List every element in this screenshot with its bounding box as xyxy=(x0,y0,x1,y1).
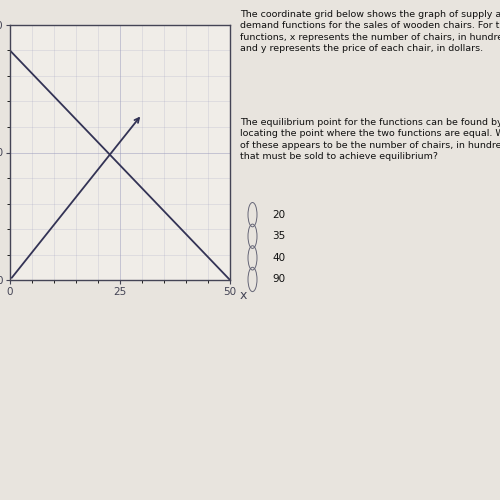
Text: 90: 90 xyxy=(272,274,285,284)
Text: The coordinate grid below shows the graph of supply and
demand functions for the: The coordinate grid below shows the grap… xyxy=(240,10,500,54)
Text: x: x xyxy=(240,289,247,302)
Text: The equilibrium point for the functions can be found by
locating the point where: The equilibrium point for the functions … xyxy=(240,118,500,162)
Text: 40: 40 xyxy=(272,253,285,263)
Text: 35: 35 xyxy=(272,232,286,241)
Text: 20: 20 xyxy=(272,210,285,220)
